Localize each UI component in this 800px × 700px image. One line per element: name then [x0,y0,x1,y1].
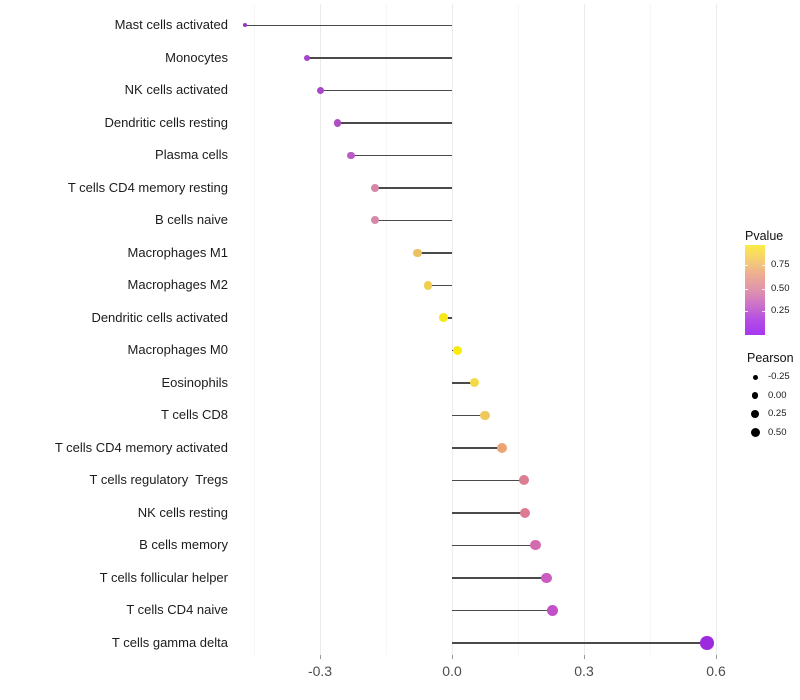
lollipop-stem [452,447,503,449]
gridline-major [452,4,453,655]
category-label: T cells follicular helper [99,569,228,585]
lollipop-stem [337,122,452,124]
pearson-size-dot [750,428,760,437]
lollipop-stem [320,89,452,92]
pearson-size-label: -0.25 [768,371,790,382]
lollipop-dot [243,23,248,28]
category-label: Monocytes [165,49,228,65]
lollipop-stem [452,544,536,547]
lollipop-stem [306,57,452,59]
pvalue-legend-title: Pvalue [745,229,784,243]
pvalue-tick-label: 0.75 [771,258,790,270]
lollipop-dot [470,378,480,388]
lollipop-dot [303,54,311,62]
pvalue-bar-tick [745,288,748,290]
x-axis-tick-label: 0.0 [442,663,462,679]
lollipop-dot [423,281,433,290]
category-label: Plasma cells [155,147,228,163]
lollipop-dot [347,151,355,160]
lollipop-stem [452,479,525,482]
pearson-size-dot [752,374,758,380]
pearson-size-label: 0.00 [768,389,787,401]
category-label: NK cells activated [124,82,228,98]
lollipop-stem [350,154,452,157]
category-label: T cells CD8 [161,407,228,423]
lollipop-dot [497,442,508,453]
lollipop-stem [452,609,553,612]
category-label: T cells CD4 memory resting [67,179,228,195]
gridline-minor [518,4,519,655]
pvalue-bar-tick [745,264,748,266]
x-axis-tick [716,655,717,659]
category-label: B cells memory [139,537,228,553]
x-axis-tick-label: -0.3 [307,663,333,679]
category-label: Macrophages M2 [127,277,228,293]
gridline-minor [386,4,387,655]
lollipop-dot [371,183,379,192]
x-axis-tick [452,655,453,659]
pearson-size-label: 0.50 [768,426,787,438]
pearson-size-legend: Pearson -0.25 0.00 0.25 0.50 [747,351,794,437]
category-label: Macrophages M1 [127,244,228,260]
pvalue-bar-tick [762,288,765,290]
category-label: Mast cells activated [114,17,228,33]
pvalue-legend: Pvalue 0.75 0.50 0.25 [745,229,790,335]
pearson-size-dot [751,392,759,399]
lollipop-stem [375,219,452,222]
lollipop-stem [452,414,485,417]
gridline-minor [254,4,255,655]
category-label: Macrophages M0 [127,342,228,358]
lollipop-dot [530,540,541,551]
category-label: T cells regulatory Tregs [89,472,228,488]
pvalue-tick-label: 0.50 [771,282,790,294]
lollipop-stem [245,24,452,27]
gridline-minor [650,4,651,655]
lollipop-dot [700,636,714,650]
pearson-size-label: 0.25 [768,408,787,419]
category-label: Dendritic cells activated [91,309,228,325]
pearson-size-dot [751,410,759,418]
gridline-major [584,4,585,655]
lollipop-dot [439,313,449,323]
pearson-legend-title: Pearson [747,351,794,365]
lollipop-dot [413,248,422,258]
pvalue-gradient-bar [745,245,765,335]
lollipop-stem [427,284,452,287]
pvalue-bar-tick [745,310,748,312]
pvalue-tick-label: 0.25 [771,304,790,316]
pvalue-bar-tick [762,310,765,312]
lollipop-dot [520,507,531,518]
category-label: T cells CD4 memory activated [54,439,228,455]
lollipop-dot [333,119,342,127]
lollipop-dot [547,604,559,616]
lollipop-dot [519,475,530,486]
x-axis-tick [320,655,321,659]
gridline-major [320,4,321,655]
category-label: B cells naive [155,212,228,228]
category-label: Eosinophils [161,374,229,390]
category-label: Dendritic cells resting [104,114,228,130]
lollipop-stem [452,577,547,579]
x-axis-tick-label: 0.3 [574,663,594,679]
x-axis-tick [584,655,585,659]
gridline-major [716,4,717,655]
lollipop-stem [417,252,452,254]
pvalue-bar-tick [762,264,765,266]
lollipop-dot [541,572,552,584]
lollipop-dot [453,345,463,355]
category-label: NK cells resting [137,504,228,520]
lollipop-stem [452,642,708,644]
category-label: T cells CD4 naive [126,602,228,618]
lollipop-stem [375,187,452,189]
lollipop-dot [480,410,490,421]
x-axis-tick-label: 0.6 [706,663,726,679]
lollipop-stem [452,382,475,384]
lollipop-dot [371,216,379,225]
category-label: T cells gamma delta [111,634,228,650]
lollipop-dot [316,86,324,94]
lollipop-stem [452,512,526,514]
